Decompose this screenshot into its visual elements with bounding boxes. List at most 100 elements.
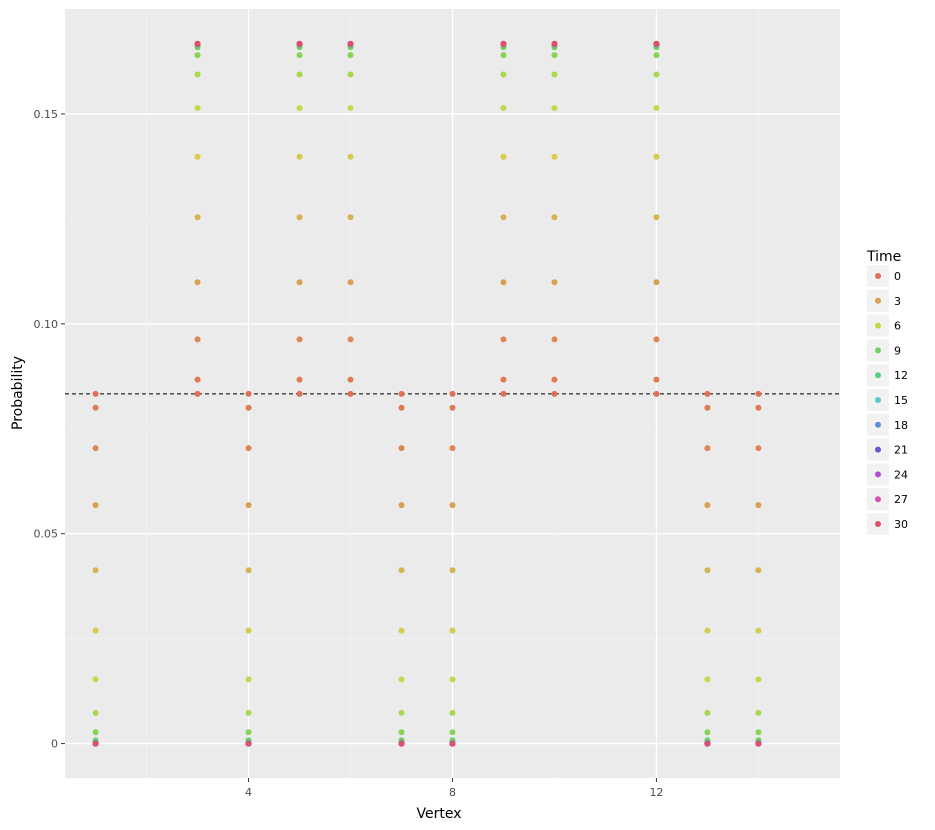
data-point [704,709,711,716]
data-point [653,40,660,47]
data-point [398,404,405,411]
data-point [194,279,201,286]
data-point [704,404,711,411]
data-point [347,71,354,78]
data-point [653,153,660,160]
data-point [500,279,507,286]
data-point [755,502,762,509]
data-point [653,279,660,286]
legend-swatch [875,322,881,329]
data-point [704,502,711,509]
data-point [296,40,303,47]
data-point [551,214,558,221]
data-point [704,567,711,574]
data-point [500,40,507,47]
legend-swatch [875,446,881,453]
data-point [653,336,660,343]
data-point [347,52,354,59]
data-point [92,502,99,509]
data-point [296,71,303,78]
data-point [398,502,405,509]
data-point [755,676,762,683]
data-point [449,729,456,736]
data-point [449,627,456,634]
legend-title: Time [866,249,901,265]
x-tick-label: 4 [245,786,252,799]
data-point [347,40,354,47]
data-point [551,279,558,286]
data-point [551,376,558,383]
legend-swatch [875,397,881,403]
data-point [653,71,660,78]
x-axis: 4 8 12 [245,778,663,799]
data-point [194,153,201,160]
legend-items: 0 3 6 9 12 15 18 21 24 27 30 [867,265,908,535]
x-tick-label: 12 [649,786,663,799]
data-point [398,627,405,634]
legend-label: 21 [894,444,908,457]
data-point [92,729,99,736]
data-point [755,567,762,574]
data-point [92,740,99,747]
data-point [704,729,711,736]
data-point [449,404,456,411]
data-point [347,336,354,343]
data-point [347,376,354,383]
data-point [755,404,762,411]
data-point [296,279,303,286]
legend-label: 6 [894,320,901,333]
data-point [704,740,711,747]
data-point [92,627,99,634]
data-point [755,627,762,634]
data-point [245,390,252,397]
data-point [398,740,405,747]
data-point [347,105,354,112]
data-point [245,502,252,509]
data-point [194,52,201,59]
data-point [449,445,456,452]
data-point [653,214,660,221]
data-point [398,709,405,716]
data-point [551,336,558,343]
data-point [92,445,99,452]
legend-label: 18 [894,419,908,432]
data-point [500,105,507,112]
data-point [296,105,303,112]
data-point [449,709,456,716]
data-point [347,390,354,397]
data-point [398,729,405,736]
data-point [755,445,762,452]
data-point [194,390,201,397]
data-point [245,445,252,452]
data-point [500,153,507,160]
data-point [551,105,558,112]
data-point [551,52,558,59]
data-point [449,740,456,747]
legend-label: 15 [894,394,908,407]
data-point [704,445,711,452]
data-point [704,676,711,683]
data-point [347,214,354,221]
data-point [194,376,201,383]
data-point [704,627,711,634]
data-point [347,279,354,286]
data-point [245,567,252,574]
legend-label: 9 [894,344,901,357]
data-point [398,390,405,397]
data-point [449,502,456,509]
legend-swatch [875,471,881,478]
y-tick-label: 0.10 [34,318,59,331]
data-point [398,676,405,683]
legend-swatch [875,273,881,279]
data-point [449,676,456,683]
legend-label: 27 [894,493,908,506]
x-tick-label: 8 [449,786,456,799]
data-point [194,71,201,78]
data-point [500,336,507,343]
legend-label: 30 [894,518,908,531]
y-tick-label: 0 [51,738,58,751]
y-tick-label: 0.05 [34,528,59,541]
legend-swatch [875,347,881,354]
data-point [92,390,99,397]
